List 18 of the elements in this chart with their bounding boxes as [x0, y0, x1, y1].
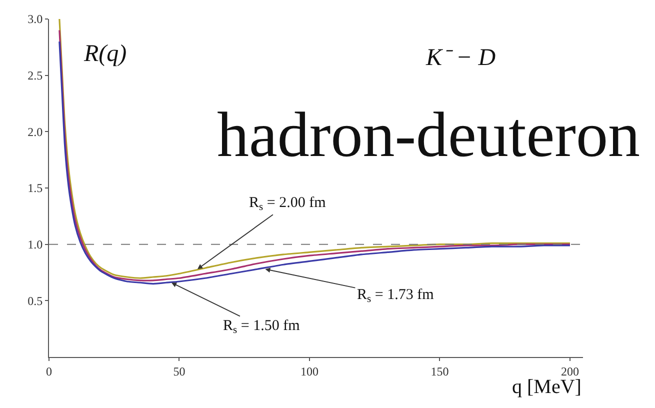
- y-tick-label: 1.0: [28, 238, 43, 252]
- x-axis-title: q [MeV]: [512, 376, 582, 398]
- text: K⁻ − D: [425, 45, 496, 71]
- annotation: R$_{s}$ = 1.73 fm: [357, 287, 434, 306]
- y-tick-label: 2.5: [28, 68, 43, 83]
- y-tick-label: 1.5: [28, 181, 43, 196]
- y-tick-label: 0.5: [28, 294, 43, 308]
- x-tick-label: 150: [430, 364, 449, 378]
- x-tick-label: 200: [560, 364, 579, 378]
- text: hadron-deuteron: [217, 99, 640, 170]
- y-tick-label: 2.0: [28, 124, 43, 139]
- x-tick-label: 100: [300, 364, 318, 378]
- y-axis-title: R(q): [83, 41, 127, 67]
- x-tick-label: 0: [46, 364, 52, 378]
- annotation: R$_{s}$ = 1.50 fm: [223, 318, 300, 336]
- y-tick-label: 3.0: [28, 12, 43, 26]
- x-tick-label: 50: [173, 364, 186, 378]
- annotation: R$_{s}$ = 2.00 fm: [249, 195, 326, 214]
